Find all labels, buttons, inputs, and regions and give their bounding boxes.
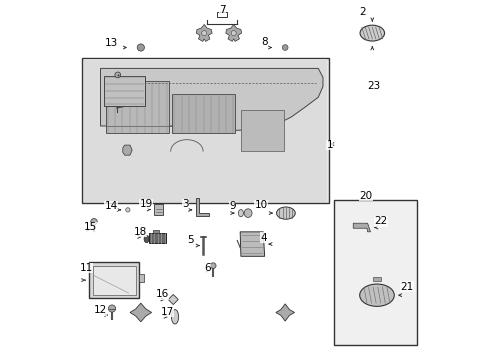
Text: 7: 7 (219, 5, 226, 15)
Text: 14: 14 (104, 201, 118, 211)
Bar (104, 76, 145, 106)
Polygon shape (101, 68, 322, 130)
Ellipse shape (359, 25, 384, 41)
Circle shape (115, 72, 121, 78)
Text: 1: 1 (326, 140, 332, 150)
Bar (154, 204, 163, 215)
Bar (84, 59, 326, 202)
Polygon shape (168, 294, 178, 305)
Bar (82, 58, 328, 203)
Ellipse shape (244, 209, 251, 217)
Polygon shape (196, 198, 209, 216)
Circle shape (282, 45, 287, 50)
Text: 23: 23 (366, 81, 379, 91)
Bar (92, 266, 136, 295)
Circle shape (231, 31, 236, 36)
Text: 20: 20 (359, 191, 372, 201)
Text: 15: 15 (84, 222, 97, 232)
Circle shape (91, 219, 97, 225)
Text: 13: 13 (104, 38, 118, 48)
Text: 21: 21 (400, 282, 413, 292)
Circle shape (108, 305, 115, 312)
Bar (217, 12, 227, 17)
Bar (106, 81, 168, 133)
Text: 9: 9 (229, 201, 235, 211)
Bar (172, 94, 235, 133)
Text: 12: 12 (94, 305, 107, 315)
Polygon shape (352, 223, 370, 232)
Ellipse shape (238, 210, 243, 217)
Circle shape (210, 263, 216, 269)
Text: 18: 18 (133, 227, 146, 237)
Text: 8: 8 (261, 37, 267, 48)
Text: 2: 2 (359, 7, 365, 17)
Polygon shape (275, 304, 294, 321)
Circle shape (201, 31, 206, 36)
Bar (139, 274, 144, 282)
Circle shape (137, 44, 144, 51)
Bar (333, 200, 416, 345)
Ellipse shape (359, 284, 393, 306)
Polygon shape (240, 232, 264, 256)
Circle shape (125, 208, 130, 212)
Text: 3: 3 (182, 199, 189, 210)
Bar (89, 262, 139, 298)
Polygon shape (130, 303, 151, 322)
Text: 10: 10 (254, 200, 267, 210)
Text: 16: 16 (156, 289, 169, 300)
Text: 6: 6 (204, 263, 210, 273)
Polygon shape (225, 24, 241, 41)
Bar (373, 277, 380, 281)
Ellipse shape (144, 235, 149, 243)
Bar (241, 110, 284, 151)
Ellipse shape (171, 310, 178, 324)
Bar (152, 230, 159, 233)
Text: 4: 4 (260, 233, 266, 243)
Polygon shape (122, 145, 132, 155)
Polygon shape (196, 24, 212, 41)
Text: 19: 19 (139, 199, 152, 209)
Text: 17: 17 (161, 307, 174, 317)
Text: 11: 11 (80, 263, 93, 273)
Text: 5: 5 (186, 235, 193, 246)
Text: 22: 22 (373, 216, 386, 226)
Bar (149, 233, 166, 243)
Ellipse shape (276, 207, 295, 219)
